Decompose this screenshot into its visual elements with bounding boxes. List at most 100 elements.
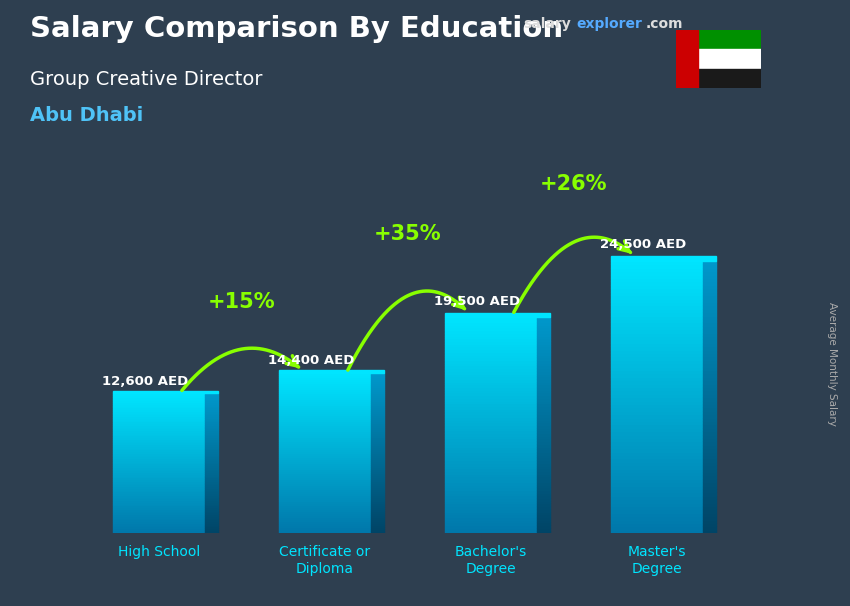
Bar: [113, 510, 205, 512]
Bar: [205, 509, 218, 510]
Bar: [280, 498, 371, 499]
Bar: [676, 30, 698, 88]
Bar: [536, 430, 550, 433]
Bar: [280, 401, 371, 404]
Bar: [371, 501, 384, 503]
Bar: [536, 514, 550, 517]
Bar: [703, 510, 717, 513]
Bar: [536, 341, 550, 344]
Bar: [280, 393, 371, 395]
Bar: [113, 486, 205, 488]
Bar: [205, 460, 218, 462]
Bar: [703, 333, 717, 336]
Bar: [280, 467, 371, 469]
Bar: [280, 531, 371, 533]
Bar: [113, 453, 205, 454]
Bar: [536, 322, 550, 325]
Bar: [205, 481, 218, 482]
Bar: [703, 414, 717, 418]
Bar: [280, 411, 371, 413]
Bar: [205, 421, 218, 423]
Bar: [113, 504, 205, 505]
Bar: [205, 478, 218, 479]
Bar: [371, 395, 384, 398]
Bar: [113, 409, 205, 411]
Bar: [113, 402, 205, 404]
Bar: [536, 460, 550, 463]
Bar: [280, 445, 371, 447]
Bar: [611, 360, 703, 363]
Text: Bachelor's
Degree: Bachelor's Degree: [455, 545, 527, 576]
Bar: [113, 514, 205, 516]
Bar: [611, 451, 703, 455]
Bar: [703, 350, 717, 353]
Bar: [536, 401, 550, 404]
Bar: [703, 363, 717, 367]
Bar: [113, 437, 205, 439]
Bar: [205, 402, 218, 404]
Bar: [371, 373, 384, 375]
Bar: [280, 435, 371, 438]
Bar: [536, 319, 550, 322]
Bar: [445, 336, 536, 338]
Bar: [205, 451, 218, 453]
Bar: [445, 517, 536, 520]
Bar: [280, 501, 371, 503]
Bar: [703, 455, 717, 458]
Bar: [445, 458, 536, 460]
Bar: [280, 485, 371, 487]
Bar: [371, 518, 384, 519]
Bar: [611, 387, 703, 390]
Bar: [205, 463, 218, 465]
Bar: [536, 528, 550, 531]
Bar: [445, 393, 536, 395]
Bar: [703, 295, 717, 299]
Bar: [611, 264, 703, 268]
Bar: [611, 380, 703, 384]
Bar: [703, 336, 717, 339]
Bar: [703, 302, 717, 305]
Bar: [205, 437, 218, 439]
Bar: [611, 316, 703, 319]
Bar: [703, 404, 717, 407]
Bar: [280, 461, 371, 463]
Bar: [280, 471, 371, 473]
Bar: [703, 264, 717, 268]
Bar: [536, 316, 550, 319]
Bar: [611, 322, 703, 326]
Bar: [113, 405, 205, 407]
Text: 24,500 AED: 24,500 AED: [600, 238, 686, 251]
Bar: [280, 493, 371, 495]
Bar: [371, 401, 384, 404]
Bar: [703, 499, 717, 502]
Bar: [205, 482, 218, 484]
Bar: [280, 449, 371, 451]
Bar: [113, 430, 205, 432]
Bar: [445, 444, 536, 447]
Bar: [371, 495, 384, 498]
Bar: [611, 530, 703, 533]
Bar: [371, 445, 384, 447]
Bar: [611, 414, 703, 418]
Bar: [536, 454, 550, 458]
Bar: [611, 275, 703, 278]
Bar: [536, 404, 550, 406]
Bar: [611, 291, 703, 295]
Bar: [536, 398, 550, 401]
Bar: [371, 398, 384, 399]
Bar: [445, 411, 536, 414]
Text: Master's
Degree: Master's Degree: [627, 545, 686, 576]
Bar: [536, 379, 550, 382]
Bar: [205, 512, 218, 514]
Bar: [113, 488, 205, 490]
Bar: [371, 513, 384, 515]
Bar: [113, 395, 205, 397]
Bar: [371, 459, 384, 461]
Bar: [703, 465, 717, 468]
Bar: [280, 518, 371, 519]
Bar: [205, 470, 218, 472]
Bar: [611, 302, 703, 305]
Bar: [703, 271, 717, 275]
Bar: [445, 395, 536, 398]
Bar: [536, 468, 550, 471]
